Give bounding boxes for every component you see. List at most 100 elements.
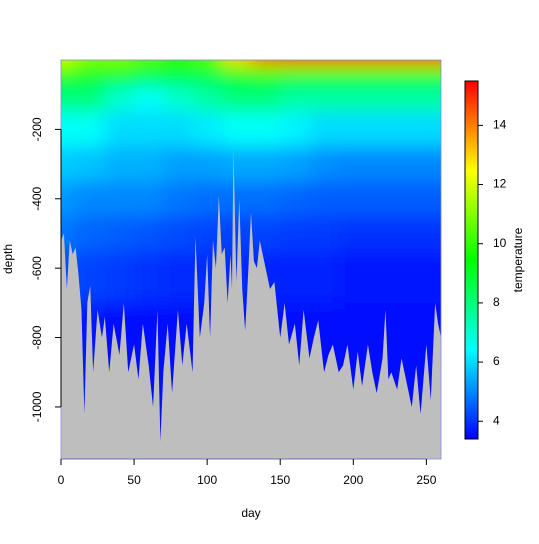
temperature-cell <box>134 146 164 182</box>
x-tick-label: 100 <box>197 473 217 487</box>
temperature-cell <box>338 60 369 65</box>
temperature-cell <box>397 64 427 74</box>
temperature-cell <box>163 216 194 252</box>
temperature-cell <box>192 112 223 148</box>
temperature-cell <box>221 216 252 252</box>
temperature-cell <box>426 86 441 113</box>
temperature-cell <box>426 250 441 304</box>
temperature-cell <box>75 86 106 113</box>
temperature-cell <box>104 146 135 182</box>
temperature-cell <box>75 181 106 217</box>
temperature-cell <box>192 86 223 113</box>
temperature-cell <box>75 146 106 182</box>
temperature-cell <box>338 112 369 148</box>
temperature-cell <box>338 146 369 182</box>
temperature-cell <box>280 86 310 113</box>
temperature-cell <box>280 60 310 65</box>
temperature-cell <box>397 181 427 217</box>
temperature-cell <box>134 250 164 304</box>
colorbar <box>464 80 479 440</box>
temperature-cell <box>61 60 77 65</box>
temperature-cell <box>397 146 427 182</box>
temperature-cell <box>221 73 252 87</box>
temperature-cell <box>426 112 441 148</box>
temperature-cell <box>104 181 135 217</box>
temperature-cell <box>426 181 441 217</box>
temperature-cell <box>192 73 223 87</box>
temperature-cell <box>163 73 194 87</box>
temperature-cell <box>280 216 310 252</box>
x-tick-label: 250 <box>416 473 436 487</box>
temperature-cell <box>251 146 281 182</box>
temperature-cell <box>251 112 281 148</box>
temperature-cell <box>309 73 340 87</box>
temperature-cell <box>134 64 164 74</box>
temperature-cell <box>61 112 77 148</box>
x-tick-label: 150 <box>270 473 290 487</box>
temperature-cell <box>221 60 252 65</box>
temperature-cell <box>338 181 369 217</box>
temperature-cell <box>338 216 369 252</box>
temperature-cell <box>280 64 310 74</box>
y-tick-label: -400 <box>30 186 44 210</box>
temperature-cell <box>280 181 310 217</box>
x-tick-label: 50 <box>127 473 141 487</box>
colorbar-tick-label: 14 <box>493 118 507 132</box>
temperature-cell <box>251 60 281 65</box>
temperature-cell <box>134 216 164 252</box>
seafloor <box>61 146 441 459</box>
temperature-cell <box>426 216 441 252</box>
temperature-cell <box>163 146 194 182</box>
colorbar-label: temperature <box>511 227 525 292</box>
temperature-cell <box>104 86 135 113</box>
temperature-cell <box>134 73 164 87</box>
temperature-cell <box>338 73 369 87</box>
temperature-cell <box>61 181 77 217</box>
temperature-cell <box>61 216 77 252</box>
temperature-cell <box>75 73 106 87</box>
temperature-cell <box>397 73 427 87</box>
temperature-cell <box>397 86 427 113</box>
temperature-cell <box>104 216 135 252</box>
temperature-cell <box>75 64 106 74</box>
temperature-cell <box>104 73 135 87</box>
temperature-cell <box>309 181 340 217</box>
temperature-cell <box>426 60 441 65</box>
temperature-cell <box>104 64 135 74</box>
temperature-cell <box>61 73 77 87</box>
temperature-cell <box>367 64 398 74</box>
temperature-cell <box>163 60 194 65</box>
temperature-cell <box>61 64 77 74</box>
temperature-cell <box>397 112 427 148</box>
temperature-cell <box>163 112 194 148</box>
temperature-cell <box>280 112 310 148</box>
temperature-cell <box>309 216 340 252</box>
colorbar-tick-label: 12 <box>493 177 507 191</box>
temperature-cell <box>251 64 281 74</box>
colorbar-tick-label: 10 <box>493 236 507 250</box>
temperature-cell <box>134 181 164 217</box>
y-axis-label: depth <box>1 244 15 274</box>
temperature-cell <box>397 60 427 65</box>
temperature-cell <box>251 181 281 217</box>
temperature-cell <box>75 112 106 148</box>
temperature-cell <box>338 250 369 304</box>
temperature-cell <box>309 250 340 304</box>
temperature-cell <box>251 86 281 113</box>
temperature-cell <box>309 64 340 74</box>
temperature-cell <box>192 60 223 65</box>
temperature-cell <box>104 250 135 304</box>
temperature-cell <box>75 216 106 252</box>
temperature-cell <box>134 112 164 148</box>
temperature-cell <box>367 181 398 217</box>
temperature-cell <box>367 86 398 113</box>
colorbar-tick-label: 8 <box>493 295 500 309</box>
temperature-cell <box>367 73 398 87</box>
temperature-cell <box>163 86 194 113</box>
plot-area <box>61 60 441 459</box>
y-tick-label: -800 <box>30 325 44 349</box>
temperature-cell <box>309 112 340 148</box>
temperature-cell <box>221 181 252 217</box>
temperature-cell <box>309 146 340 182</box>
y-tick-label: -200 <box>30 117 44 141</box>
